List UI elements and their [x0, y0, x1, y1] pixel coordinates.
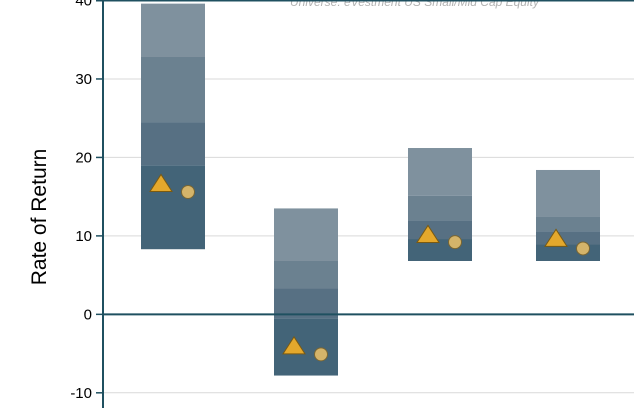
y-tick-label: 10 — [75, 228, 92, 245]
tick-labels: -10 0 10 20 30 40 — [70, 0, 92, 402]
range-bar-2-band-median-75 — [274, 288, 338, 319]
triangle-marker-1 — [149, 173, 173, 192]
markers — [149, 173, 590, 362]
range-bar-4-band-median-75 — [536, 231, 600, 245]
circle-marker-3 — [448, 235, 462, 250]
range-bar-1-band-75-95 — [141, 165, 205, 250]
range-bar-1-band-25-median — [141, 56, 205, 123]
triangle-marker-2 — [282, 335, 306, 355]
range-bar-1-band-median-75 — [141, 122, 205, 166]
triangle-marker-3 — [416, 224, 440, 243]
range-bar-3-band-5-25 — [408, 148, 472, 196]
y-axis-label: Rate of Return — [28, 149, 51, 286]
universe-subtitle: Universe: eVestment US Small/Mid Cap Equ… — [290, 0, 539, 9]
range-bar-4-band-25-median — [536, 216, 600, 232]
range-bar-4-band-5-25 — [536, 169, 600, 217]
y-tick-label: 40 — [75, 0, 92, 10]
range-bars — [141, 3, 600, 376]
range-bar-3-band-median-75 — [408, 220, 472, 240]
y-tick-label: 0 — [84, 306, 92, 323]
range-bar-3-band-25-median — [408, 195, 472, 221]
range-bar-2-band-25-median — [274, 260, 338, 289]
range-bar-4-band-75-95 — [536, 244, 600, 261]
range-bar-1-band-5-25 — [141, 3, 205, 57]
triangle-marker-4 — [544, 228, 568, 247]
circle-marker-4 — [576, 241, 590, 256]
y-tick-label: -10 — [70, 385, 92, 402]
axes — [96, 0, 634, 408]
y-tick-label: 30 — [75, 71, 92, 88]
range-bar-2-band-5-25 — [274, 208, 338, 261]
range-bar-2-band-75-95 — [274, 318, 338, 376]
circle-marker-1 — [181, 184, 195, 199]
circle-marker-2 — [314, 347, 328, 362]
y-tick-label: 20 — [75, 149, 92, 166]
